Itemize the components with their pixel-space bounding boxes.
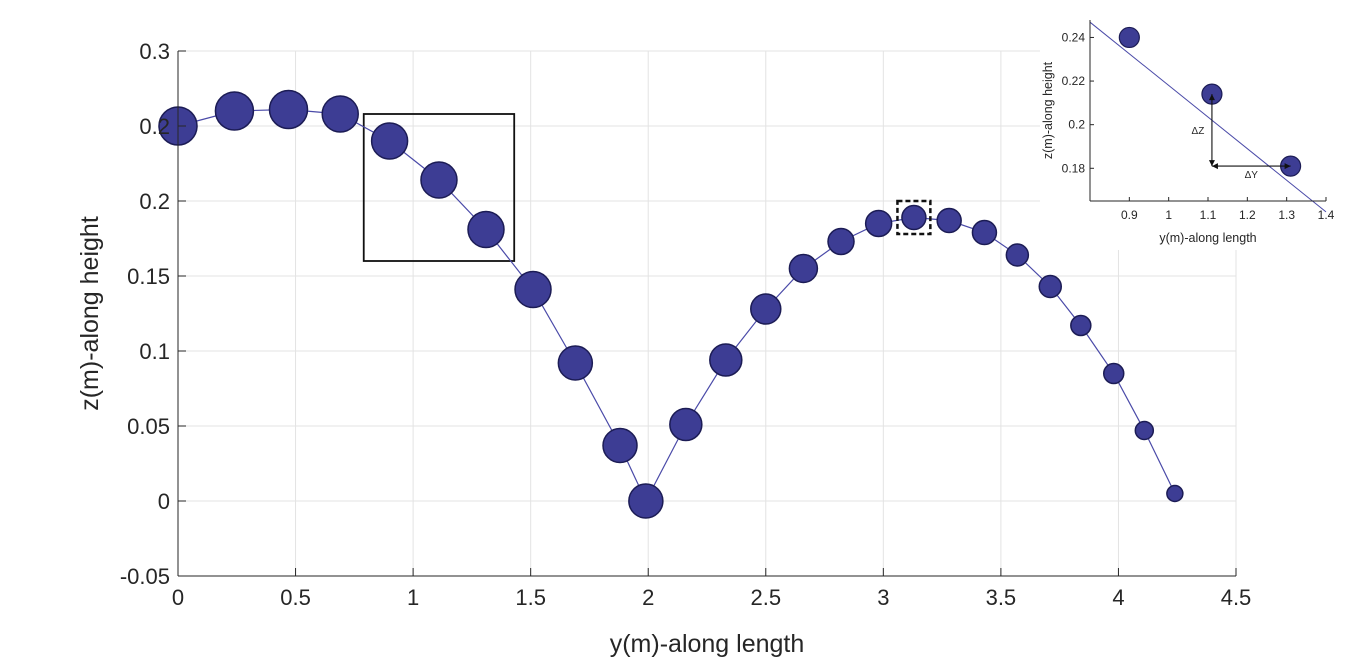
y-tick-label: 0 [158,489,170,514]
main-axes: 0 0.5 1 1.5 2 2.5 3 3.5 4 4.5-0.0500.050.10.150.2… [120,39,1251,610]
data-point [467,210,505,249]
inset-x-tick-label: 1.2 [1239,208,1256,222]
x-tick-label: 4.5 [1221,585,1252,610]
data-point [370,122,409,160]
inset-y-tick-label: 0.2 [1068,118,1085,132]
x-tick-label: 4 [1112,585,1124,610]
data-point [709,343,743,377]
x-tick-label: 2 [642,585,654,610]
inset-annotations [1208,94,1291,170]
data-point [901,204,927,231]
data-point [557,345,594,381]
data-point [1134,420,1155,441]
delta-y-arrowhead [1211,163,1218,170]
data-point [971,219,998,246]
inset-x-tick-label: 1.1 [1200,208,1217,222]
dashed-highlight-box [896,199,932,236]
x-axis-label: y(m)-along length [610,630,805,658]
y-tick-label: 0.15 [127,264,170,289]
x-tick-label: 0 [172,585,184,610]
data-point [827,227,855,256]
delta-z-arrowhead-top [1208,94,1215,101]
inset-y-tick-label: 0.22 [1062,74,1086,88]
data-point [1070,314,1092,337]
data-point [750,293,782,325]
y-axis-label: z(m)-along height [76,216,104,411]
data-point [268,89,309,130]
inset-x-tick-label: 0.9 [1121,208,1138,222]
inset-series-line [1089,21,1327,213]
inset-x-axis-label: y(m)-along length [1159,231,1256,245]
data-point [1102,362,1125,385]
data-point [1166,484,1184,503]
data-point [1005,243,1030,267]
x-tick-label: 2.5 [750,585,781,610]
data-point [420,161,458,199]
data-point [1038,274,1063,299]
inset-y-tick-label: 0.24 [1062,30,1086,44]
y-tick-label: 0.1 [139,339,170,364]
series-line [177,108,1176,503]
data-point [936,207,962,234]
x-tick-label: 3.5 [986,585,1017,610]
data-point [514,270,552,309]
x-tick-label: 1.5 [515,585,546,610]
y-tick-label: -0.05 [120,564,170,589]
data-point [669,407,703,442]
inset-axes: 0.9 1 1.1 1.2 1.3 1.4 0.18 0.2 0.22 0.24 [1062,20,1335,222]
main-annotations [362,113,516,262]
inset-series [1089,21,1327,213]
delta-z-label: ΔZ [1192,126,1205,137]
delta-z-arrowhead [1208,160,1215,167]
data-point [788,253,819,284]
y-tick-label: 0.05 [127,414,170,439]
main-series [158,89,1184,519]
inset-y-axis-label: z(m)-along height [1041,61,1055,159]
data-point [214,91,255,131]
data-point [321,95,359,133]
x-tick-label: 3 [877,585,889,610]
y-tick-label: 0.3 [139,39,170,64]
delta-y-label: ΔY [1245,170,1259,181]
data-point [864,209,893,238]
inset-x-tick-label: 1.4 [1318,208,1335,222]
delta-y-arrowhead-right [1284,163,1291,170]
data-point [602,427,638,464]
x-tick-label: 0.5 [280,585,311,610]
y-tick-label: 0.2 [139,114,170,139]
zoom-region-box [362,113,516,262]
y-tick-label: 0.2 [139,189,170,214]
inset-y-tick-label: 0.18 [1062,161,1086,175]
data-point [628,483,664,519]
inset-x-tick-label: 1 [1165,208,1172,222]
x-tick-label: 1 [407,585,419,610]
inset-x-tick-label: 1.3 [1278,208,1295,222]
inset-data-point [1118,26,1140,49]
